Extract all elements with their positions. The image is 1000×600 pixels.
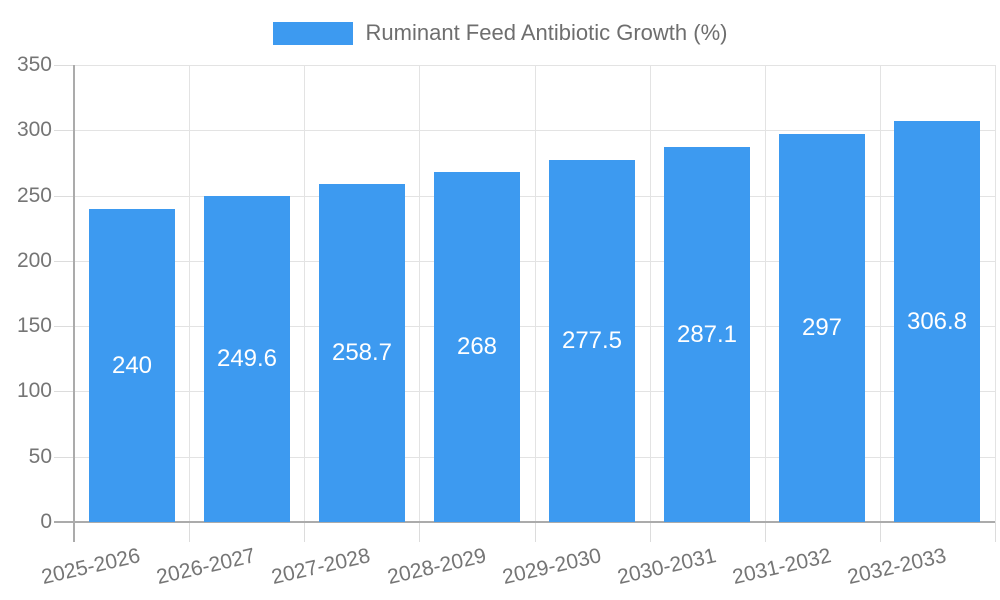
y-axis-tick-label: 0 <box>40 510 52 533</box>
gridline-horizontal <box>74 261 995 262</box>
y-axis-tick <box>54 457 74 458</box>
x-axis-tick-label: 2028-2029 <box>384 544 488 590</box>
gridline-horizontal <box>74 457 995 458</box>
y-axis-tick <box>54 261 74 262</box>
gridline-vertical <box>765 65 766 522</box>
bar-2027-2028[interactable]: 258.7 <box>319 184 405 522</box>
x-axis-tick-label: 2032-2033 <box>845 544 949 590</box>
gridline-vertical <box>189 65 190 522</box>
y-axis-tick-label: 150 <box>16 314 52 337</box>
y-axis-line <box>73 65 75 542</box>
bar-2026-2027[interactable]: 249.6 <box>204 196 290 522</box>
y-axis-tick-label: 100 <box>16 379 52 402</box>
y-axis-tick <box>54 130 74 131</box>
y-axis-tick-label: 350 <box>16 53 52 76</box>
bar-value-label: 258.7 <box>331 339 393 366</box>
bar-value-label: 277.5 <box>561 327 623 354</box>
x-axis-tick-label: 2029-2030 <box>499 544 604 590</box>
bar-value-label: 287.1 <box>676 320 738 348</box>
y-axis-tick-label: 300 <box>16 118 52 141</box>
gridline-horizontal <box>74 65 995 66</box>
bar-2029-2030[interactable]: 277.5 <box>549 160 635 522</box>
legend-swatch-icon <box>272 21 353 45</box>
y-axis-tick-label: 200 <box>16 249 52 272</box>
x-axis-tick-label: 2025-2026 <box>39 544 143 590</box>
bar-value-label: 268 <box>456 333 498 360</box>
x-axis-tick-label: 2031-2032 <box>730 544 834 590</box>
bar-2032-2033[interactable]: 306.8 <box>894 121 980 522</box>
x-axis-tick-label: 2026-2027 <box>154 544 258 590</box>
x-axis-tick-label: 2027-2028 <box>269 544 373 590</box>
x-axis-tick-label: 2030-2031 <box>615 544 719 590</box>
chart-legend[interactable]: Ruminant Feed Antibiotic Growth (%) <box>0 17 1000 49</box>
bar-2030-2031[interactable]: 287.1 <box>664 147 750 522</box>
x-axis-tick <box>189 522 190 542</box>
gridline-vertical <box>650 65 651 522</box>
x-axis-line <box>54 521 995 523</box>
gridline-vertical <box>304 65 305 522</box>
gridline-horizontal <box>74 326 995 327</box>
gridline-vertical <box>419 65 420 522</box>
gridline-vertical <box>880 65 881 522</box>
x-axis-tick <box>419 522 420 542</box>
y-axis-tick <box>54 326 74 327</box>
gridline-horizontal <box>74 196 995 197</box>
x-axis-tick <box>535 522 536 542</box>
y-axis-tick <box>54 196 74 197</box>
x-axis-tick <box>304 522 305 542</box>
y-axis-tick-label: 250 <box>16 184 52 207</box>
x-axis-tick <box>880 522 881 542</box>
legend-label: Ruminant Feed Antibiotic Growth (%) <box>365 20 728 45</box>
y-axis-tick <box>54 65 74 66</box>
bar-2031-2032[interactable]: 297 <box>779 134 865 522</box>
gridline-horizontal <box>74 391 995 392</box>
bar-value-label: 249.6 <box>216 345 278 372</box>
gridline-vertical <box>995 65 996 522</box>
x-axis-tick <box>995 522 996 542</box>
y-axis-tick <box>54 391 74 392</box>
gridline-vertical <box>535 65 536 522</box>
y-axis-tick-label: 50 <box>28 445 52 468</box>
bar-value-label: 297 <box>801 314 843 341</box>
bar-value-label: 240 <box>111 351 153 379</box>
bar-2028-2029[interactable]: 268 <box>434 172 520 522</box>
gridline-horizontal <box>74 130 995 131</box>
x-axis-tick <box>650 522 651 542</box>
bar-value-label: 306.8 <box>906 307 968 335</box>
x-axis-tick <box>765 522 766 542</box>
bar-2025-2026[interactable]: 240 <box>89 209 175 522</box>
